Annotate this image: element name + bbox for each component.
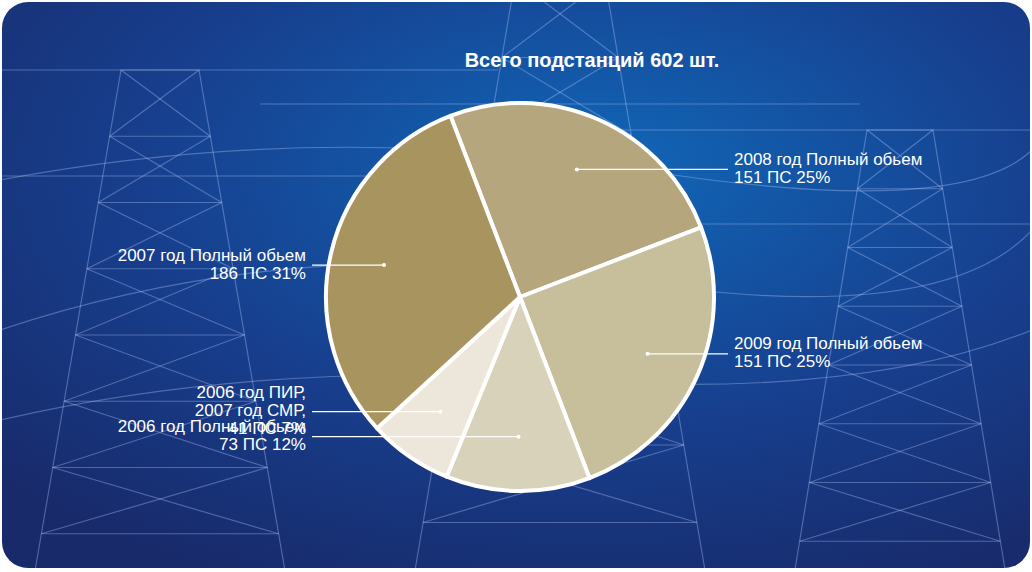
pylon-brace xyxy=(53,468,279,534)
pylon-brace xyxy=(819,424,991,483)
slice-label: 2007 год Полный обьем186 ПС 31% xyxy=(118,246,306,283)
label-line: 2009 год Полный обьем xyxy=(734,334,922,353)
pylon-brace xyxy=(829,365,982,424)
chart-root: Всего подстанций 602 шт. 2008 год Полный … xyxy=(0,0,1032,572)
title: Всего подстанций 602 шт. xyxy=(465,49,720,71)
pylon-bar xyxy=(41,533,278,534)
pylon-arm xyxy=(680,223,1030,224)
leader-line xyxy=(577,169,728,170)
pylon-brace xyxy=(809,483,1000,542)
label-line: 2006 год ПИР, xyxy=(197,383,306,402)
pylon-brace xyxy=(110,70,199,136)
slice-label: 2006 год ПИР,2007 год СМР,41 ПС 7% xyxy=(195,383,306,438)
pylon-brace xyxy=(809,424,981,483)
pylon-bar xyxy=(800,541,1001,542)
slice-label: 2008 год Полный обьем151 ПС 25% xyxy=(734,150,922,187)
pylon-brace xyxy=(121,70,210,136)
label-line: 2007 год Полный обьем xyxy=(118,246,306,265)
pylon-bar xyxy=(98,202,222,203)
pylon-bar xyxy=(110,136,211,137)
background xyxy=(2,2,1030,568)
slice-label: 2006 год Полный обьем73 ПС 12% xyxy=(118,417,306,454)
pylon-bar xyxy=(819,423,981,424)
pylon-bar xyxy=(423,522,697,523)
pylon-bar xyxy=(809,482,991,483)
pylon-bar xyxy=(838,306,962,307)
pylon-brace xyxy=(857,189,952,248)
leader-line xyxy=(312,411,440,412)
pie xyxy=(326,103,714,491)
pylon-bar xyxy=(829,364,972,365)
pylon-brace xyxy=(819,365,972,424)
pylon-brace xyxy=(848,189,943,248)
leader-dot xyxy=(438,410,442,414)
pylon-bar xyxy=(76,334,245,335)
label-line: 151 ПС 25% xyxy=(734,352,830,371)
label-line: 41 ПС 7% xyxy=(229,419,306,438)
pie-slice xyxy=(326,116,520,428)
pylon-arm xyxy=(614,129,1030,130)
label-line: 2007 год СМР, xyxy=(195,401,306,420)
leader-line xyxy=(648,353,728,354)
leader-line xyxy=(312,436,519,437)
pylon-bar xyxy=(848,247,953,248)
pylon-bar xyxy=(53,467,268,468)
slice-label: 2009 год Полный обьем151 ПС 25% xyxy=(734,334,922,371)
pylon-brace xyxy=(110,136,222,202)
labels: 2008 год Полный обьем151 ПС 25%2009 год … xyxy=(118,150,923,454)
leader-dot xyxy=(575,167,579,171)
leader-dot xyxy=(646,352,650,356)
decoration xyxy=(2,2,1030,568)
leader-dot xyxy=(382,263,386,267)
label-line: 2008 год Полный обьем xyxy=(734,150,922,169)
pylon-brace xyxy=(848,248,962,307)
pylon-brace xyxy=(838,248,952,307)
pylon-arm xyxy=(2,175,420,176)
pylon-arm xyxy=(2,69,498,70)
pylon-brace xyxy=(41,468,267,534)
label-line: 186 ПС 31% xyxy=(210,264,306,283)
pylon-bar xyxy=(857,188,942,189)
pylon-brace xyxy=(800,483,991,542)
leader-line xyxy=(312,265,384,266)
pylon xyxy=(30,70,290,568)
pylon-arm xyxy=(260,103,860,104)
label-line: 151 ПС 25% xyxy=(734,168,830,187)
pylon-brace xyxy=(98,136,210,202)
leader-dot xyxy=(517,435,521,439)
